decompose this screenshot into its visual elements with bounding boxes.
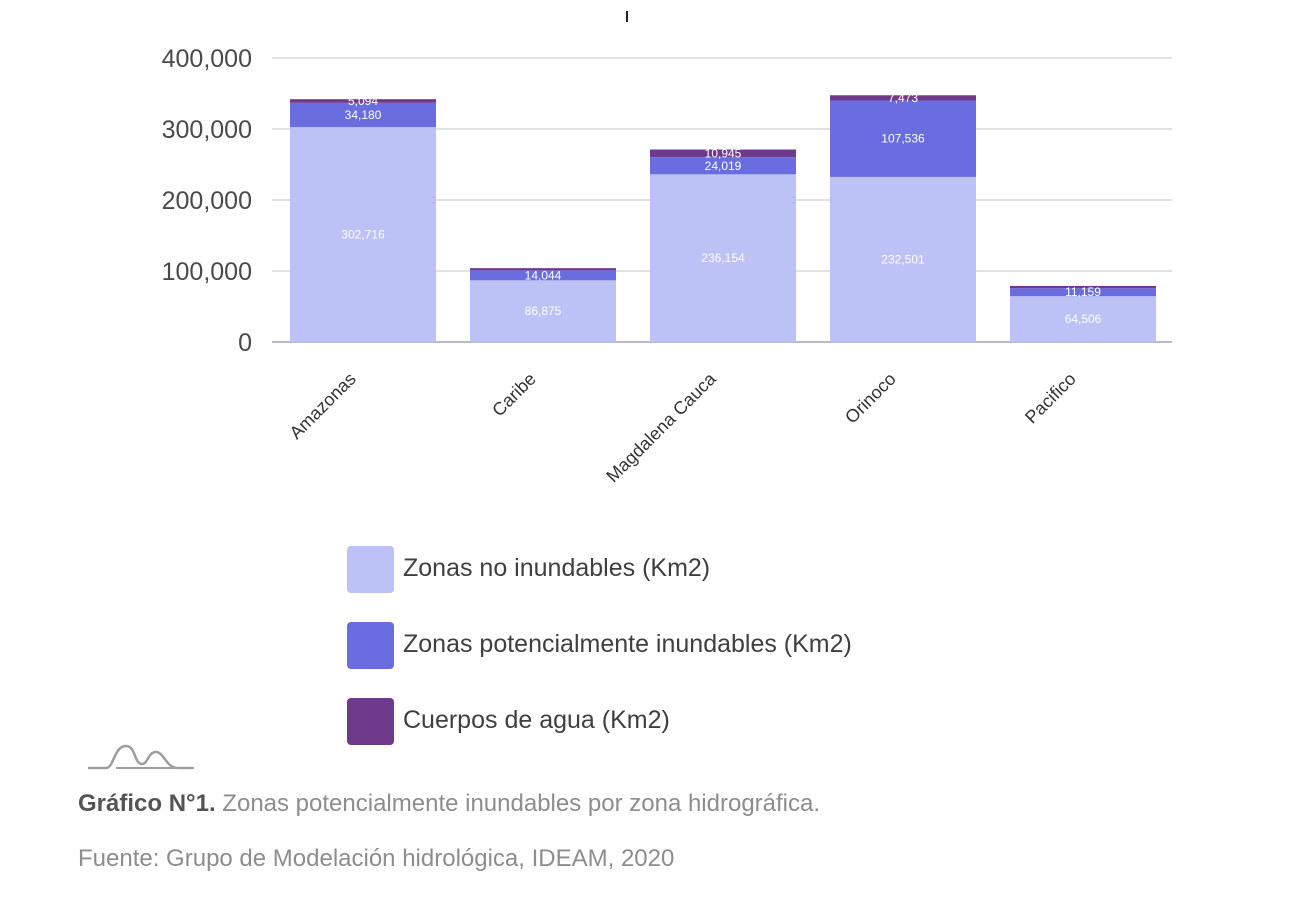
y-axis-tick-labels: 0 100,000 200,000 300,000 400,000 — [162, 45, 252, 357]
figure-caption: Gráfico N°1. Zonas potencialmente inunda… — [78, 790, 820, 818]
bar-segment — [1010, 288, 1156, 297]
bars — [290, 95, 1156, 342]
bar-segment — [290, 127, 436, 342]
x-tick-label: Magdalena Cauca — [602, 368, 720, 486]
bar-segment — [830, 100, 976, 177]
data-label: 24,019 — [705, 159, 742, 173]
bar-segment — [830, 176, 976, 342]
y-tick-label: 400,000 — [162, 45, 252, 73]
data-label: 64,506 — [1065, 312, 1102, 326]
data-label: 236,154 — [701, 251, 745, 265]
data-label: 7,473 — [888, 91, 918, 105]
x-axis-tick-labels: Amazonas Caribe Magdalena Cauca Orinoco Paci… — [286, 368, 1080, 486]
legend-swatch — [347, 546, 394, 593]
data-label: 5,094 — [348, 94, 378, 108]
bar-segment — [290, 99, 436, 103]
y-tick-label: 100,000 — [162, 258, 252, 286]
caption-text: Zonas potencialmente inundables por zona… — [215, 790, 821, 817]
y-tick-label: 200,000 — [162, 187, 252, 215]
x-tick-label: Orinoco — [841, 369, 900, 428]
data-label: 302,716 — [341, 228, 385, 242]
y-tick-label: 300,000 — [162, 116, 252, 144]
mountains-logo-icon — [88, 744, 194, 770]
stacked-bar-chart: 0 100,000 200,000 300,000 400,000 302,716 34,… — [162, 11, 1172, 486]
bar-segment — [470, 268, 616, 271]
data-label: 86,875 — [525, 304, 562, 318]
figure-source: Fuente: Grupo de Modelación hidrológica,… — [78, 845, 675, 872]
bar-segment — [470, 270, 616, 281]
bar-segment — [650, 149, 796, 158]
bar-segment — [1010, 296, 1156, 342]
legend-swatch — [347, 698, 394, 745]
bar-segment — [650, 157, 796, 175]
legend-swatch — [347, 622, 394, 669]
data-label: 107,536 — [881, 132, 925, 146]
caption-number: Gráfico N°1. — [78, 790, 216, 817]
data-label: 34,180 — [345, 108, 382, 122]
data-label: 11,159 — [1065, 285, 1101, 299]
data-label: 14,044 — [525, 268, 562, 282]
bar-segment — [470, 280, 616, 342]
x-tick-label: Caribe — [488, 369, 540, 421]
bar-segment — [1010, 285, 1156, 289]
x-tick-label: Pacifico — [1021, 369, 1080, 428]
legend-label: Zonas potencialmente inundables (Km2) — [403, 630, 852, 658]
legend-label: Cuerpos de agua (Km2) — [403, 706, 670, 734]
bar-segment — [290, 102, 436, 128]
legend-label: Zonas no inundables (Km2) — [403, 554, 711, 582]
bar-segment — [830, 95, 976, 101]
data-label: 232,501 — [881, 252, 925, 266]
bar-segment — [650, 174, 796, 342]
y-tick-label: 0 — [238, 329, 252, 357]
x-tick-label: Amazonas — [286, 369, 360, 443]
data-label: 10,945 — [705, 146, 742, 160]
